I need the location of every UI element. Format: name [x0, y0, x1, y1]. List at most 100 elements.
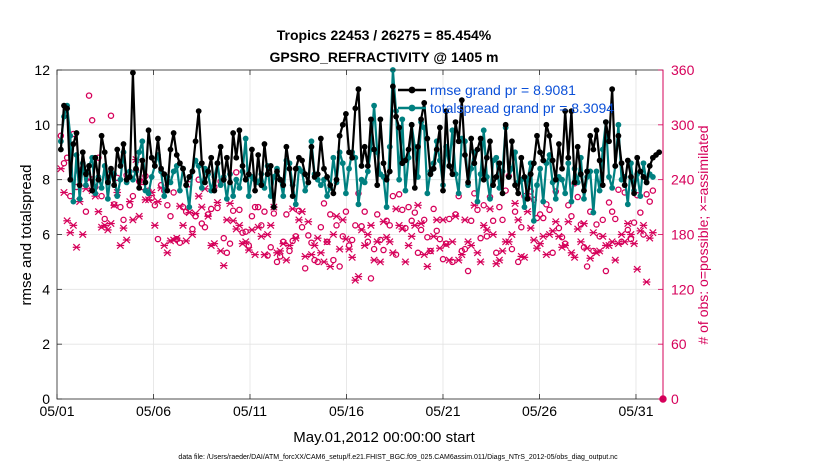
totalspread-point: [70, 198, 77, 205]
possible-obs-marker: [464, 267, 472, 275]
possible-obs-marker: [493, 249, 500, 257]
rmse-point: [483, 154, 490, 161]
possible-obs-marker: [254, 203, 262, 211]
totalspread-point: [530, 217, 537, 224]
totalspread-point: [136, 149, 143, 156]
assimilated-obs-marker: [198, 203, 206, 211]
rmse-point: [86, 163, 92, 169]
possible-obs-marker: [408, 217, 415, 225]
possible-obs-marker: [301, 265, 309, 272]
assimilated-obs-marker: [376, 258, 385, 266]
possible-obs-marker: [480, 202, 487, 209]
possible-obs-marker: [411, 209, 419, 216]
assimilated-obs-marker: [219, 261, 228, 270]
rmse-point: [396, 124, 403, 131]
possible-obs-marker: [267, 244, 274, 251]
possible-obs-marker: [518, 223, 525, 231]
possible-obs-marker: [583, 263, 591, 270]
totalspread-point: [324, 193, 331, 200]
rmse-point: [449, 171, 456, 178]
assimilated-obs-marker: [307, 250, 316, 259]
rmse-point: [305, 179, 312, 186]
rmse-point: [471, 160, 478, 167]
assimilated-obs-marker: [329, 230, 338, 239]
rmse-point: [89, 187, 96, 194]
rmse-point: [176, 160, 183, 167]
assimilated-obs-marker: [577, 238, 585, 246]
rmse-point: [606, 138, 612, 145]
totalspread-point: [565, 160, 572, 167]
rmse-point: [258, 182, 265, 189]
rmse-point: [324, 174, 331, 180]
totalspread-point: [562, 190, 569, 197]
totalspread-point: [640, 160, 647, 167]
assimilated-obs-marker: [533, 244, 541, 252]
possible-obs-marker: [364, 238, 372, 246]
assimilated-obs-marker: [263, 230, 272, 239]
rmse-point: [223, 154, 230, 161]
possible-obs-marker: [167, 212, 174, 220]
assimilated-obs-marker: [354, 272, 363, 281]
rmse-point: [104, 179, 111, 186]
rmse-point: [440, 187, 446, 194]
possible-obs-marker: [270, 210, 278, 217]
rmse-point: [590, 146, 597, 153]
assimilated-obs-marker: [110, 201, 118, 209]
rmse-point: [386, 168, 393, 175]
assimilated-obs-marker: [567, 249, 576, 257]
possible-obs-marker: [352, 222, 359, 229]
totalspread-point: [396, 176, 403, 183]
possible-obs-marker: [414, 249, 422, 257]
totalspread-point: [552, 195, 559, 202]
rmse-point: [83, 171, 89, 178]
possible-obs-marker: [207, 205, 215, 213]
totalspread-point: [139, 138, 146, 145]
rmse-point: [424, 135, 431, 142]
possible-obs-marker: [615, 186, 622, 193]
rmse-point: [264, 171, 271, 178]
assimilated-obs-marker: [204, 212, 212, 220]
rmse-point: [208, 154, 215, 161]
assimilated-obs-marker: [630, 240, 638, 248]
possible-obs-marker: [546, 206, 553, 214]
assimilated-obs-marker: [442, 240, 450, 249]
rmse-point: [402, 157, 409, 164]
rmse-point: [408, 121, 415, 128]
rmse-point: [277, 176, 284, 183]
totalspread-point: [581, 195, 587, 202]
rmse-point: [249, 146, 255, 153]
assimilated-obs-marker: [60, 188, 68, 197]
assimilated-obs-marker: [561, 241, 569, 250]
rmse-point: [430, 165, 437, 172]
possible-obs-marker: [189, 225, 196, 233]
x-tick-label: 05/31: [618, 403, 653, 419]
right-tick-label: 300: [671, 117, 695, 133]
rmse-point: [76, 182, 83, 189]
rmse-point: [145, 127, 152, 134]
rmse-point: [640, 174, 647, 180]
assimilated-obs-marker: [580, 219, 588, 228]
rmse-point: [393, 113, 399, 120]
possible-obs-marker: [226, 240, 234, 247]
rmse-point: [527, 171, 534, 178]
rmse-point: [556, 141, 562, 147]
possible-obs-marker: [608, 208, 616, 215]
possible-obs-marker: [283, 211, 290, 218]
right-axis-label: # of obs: o=possible; ×=assimilated: [695, 125, 711, 344]
rmse-point: [67, 176, 74, 183]
possible-obs-marker: [236, 206, 243, 214]
rmse-point: [186, 174, 193, 180]
possible-obs-marker: [85, 92, 93, 99]
rmse-point: [615, 132, 622, 139]
assimilated-obs-marker: [326, 262, 335, 271]
rmse-point: [333, 176, 340, 183]
x-tick-label: 05/21: [425, 403, 460, 419]
assimilated-obs-marker: [248, 226, 256, 234]
assimilated-obs-marker: [526, 224, 535, 232]
possible-obs-marker: [258, 222, 265, 229]
totalspread-point: [242, 135, 249, 142]
assimilated-obs-marker: [335, 245, 344, 253]
possible-obs-marker: [154, 235, 162, 243]
rmse-point: [327, 182, 334, 189]
assimilated-obs-marker: [266, 221, 275, 229]
